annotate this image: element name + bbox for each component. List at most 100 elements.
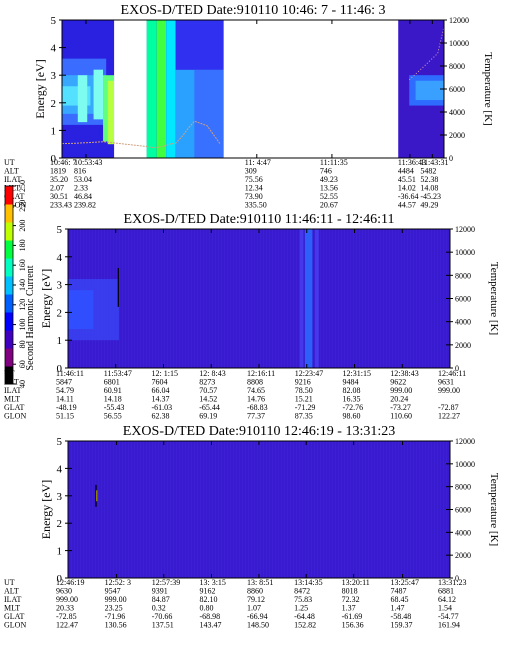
ephemeris-value: 13:31:23 bbox=[438, 578, 466, 587]
temperature-tick-label: 4000 bbox=[455, 528, 471, 537]
ephemeris-value: 13.56 bbox=[320, 184, 338, 193]
ephemeris-value: 9391 bbox=[152, 587, 168, 596]
colorbar-swatch bbox=[5, 186, 13, 205]
temperature-tick-label: 8000 bbox=[449, 62, 465, 71]
colorbar-tick-label: 180 bbox=[18, 239, 27, 251]
ephemeris-row-label: GLAT bbox=[4, 403, 25, 412]
ephemeris-value: 1.37 bbox=[342, 604, 356, 613]
colorbar-tick-label: 200 bbox=[18, 220, 27, 232]
energy-tick-label: 2 bbox=[57, 518, 63, 530]
temperature-tick-label: 0 bbox=[455, 574, 459, 583]
colorbar-label: Second Harmonic Current bbox=[25, 265, 36, 370]
ephemeris-value: 20.33 bbox=[56, 604, 74, 613]
ephemeris-value: 11:53:47 bbox=[104, 369, 132, 378]
ephemeris-value: -55.43 bbox=[104, 403, 125, 412]
ephemeris-row-label: GLAT bbox=[4, 612, 25, 621]
energy-axis-label: Energy [eV] bbox=[33, 59, 47, 118]
temperature-tick-label: 8000 bbox=[455, 271, 471, 280]
temperature-tick-label: 2000 bbox=[455, 551, 471, 560]
ephemeris-value: 49.23 bbox=[320, 175, 338, 184]
energy-tick-label: 3 bbox=[57, 280, 63, 292]
ephemeris-value: 64.12 bbox=[438, 595, 456, 604]
ephemeris-value: -72.85 bbox=[56, 612, 77, 621]
ephemeris-value: 1819 bbox=[50, 167, 66, 176]
ephemeris-value: 1.25 bbox=[294, 604, 308, 613]
ephemeris-value: 52.38 bbox=[420, 175, 438, 184]
ephemeris-row-label: ILAT bbox=[4, 595, 21, 604]
ephemeris-value: 75.56 bbox=[245, 175, 263, 184]
ephemeris-value: 10:46: 7 bbox=[50, 158, 76, 167]
colorbar-swatch bbox=[5, 258, 13, 277]
ephemeris-value: 62.38 bbox=[152, 412, 170, 421]
ephemeris-value: 143.47 bbox=[199, 621, 221, 630]
ephemeris-value: 12:23:47 bbox=[295, 369, 323, 378]
colorbar-swatch bbox=[5, 312, 13, 331]
ephemeris-value: 20.24 bbox=[390, 395, 408, 404]
temperature-tick-label: 2000 bbox=[455, 341, 471, 350]
ephemeris-value: 13:25:47 bbox=[391, 578, 419, 587]
ephemeris-value: 999.00 bbox=[105, 595, 127, 604]
ephemeris-value: 137.51 bbox=[152, 621, 174, 630]
ephemeris-value: 13: 8:51 bbox=[247, 578, 273, 587]
ephemeris-value: 5847 bbox=[56, 378, 72, 387]
ephemeris-value: 9216 bbox=[295, 378, 311, 387]
ephemeris-value: 70.57 bbox=[199, 386, 217, 395]
ephemeris-value: 66.04 bbox=[152, 386, 170, 395]
ephemeris-value: 2.07 bbox=[50, 184, 64, 193]
ephemeris-value: 12.34 bbox=[245, 184, 263, 193]
ephemeris-value: 9547 bbox=[105, 587, 121, 596]
ephemeris-value: 152.82 bbox=[294, 621, 316, 630]
data-gap bbox=[223, 20, 399, 158]
ephemeris-value: 110.60 bbox=[390, 412, 412, 421]
ephemeris-value: 6881 bbox=[438, 587, 454, 596]
ephemeris-value: 7604 bbox=[152, 378, 168, 387]
colorbar-tick-label: 80 bbox=[18, 340, 27, 348]
colorbar-swatch bbox=[5, 366, 13, 385]
temperature-trace bbox=[408, 26, 445, 81]
ephemeris-value: 12:38:43 bbox=[390, 369, 418, 378]
colorbar-tick-label: 100 bbox=[18, 319, 27, 331]
temperature-tick-label: 10000 bbox=[455, 460, 475, 469]
ephemeris-value: 72.32 bbox=[342, 595, 360, 604]
spectrogram-features bbox=[61, 20, 445, 158]
temperature-axis-label: Temperature [K] bbox=[482, 52, 494, 125]
colorbar-tick-label: 60 bbox=[18, 360, 27, 368]
colorbar: 40 60 80 100 120 140 160 180 200 220 250 Second Har… bbox=[4, 180, 36, 388]
colorbar-tick-label: 40 bbox=[18, 380, 27, 388]
ephemeris-value: 8273 bbox=[199, 378, 215, 387]
energy-tick-label: 1 bbox=[51, 125, 57, 137]
data-gap bbox=[114, 20, 147, 158]
ephemeris-value: 14.02 bbox=[398, 184, 416, 193]
temperature-trace bbox=[61, 120, 221, 149]
ephemeris-value: 12:31:15 bbox=[343, 369, 371, 378]
temperature-axis-label: Temperature [K] bbox=[488, 473, 500, 546]
ephemeris-value: 13:14:35 bbox=[294, 578, 322, 587]
colorbar-tick-label: 120 bbox=[18, 299, 27, 311]
ephemeris-value: 122.47 bbox=[56, 621, 78, 630]
panel-title: EXOS-D/TED Date:910110 12:46:19 - 13:31:… bbox=[123, 424, 395, 439]
colorbar-tick-label: 250 bbox=[18, 180, 27, 192]
ephemeris-value: 9631 bbox=[438, 378, 454, 387]
ephemeris-value: -72.76 bbox=[343, 403, 364, 412]
temperature-tick-label: 12000 bbox=[455, 437, 475, 446]
temperature-tick-label: 0 bbox=[455, 364, 459, 373]
ephemeris-value: -61.69 bbox=[342, 612, 363, 621]
ephemeris-value: 9630 bbox=[56, 587, 72, 596]
energy-tick-label: 0 bbox=[51, 153, 57, 165]
temperature-tick-label: 12000 bbox=[455, 225, 475, 234]
ephemeris-value: 130.56 bbox=[105, 621, 127, 630]
temperature-tick-label: 0 bbox=[449, 154, 453, 163]
ephemeris-value: 51.15 bbox=[56, 412, 74, 421]
ephemeris-table: UTALTILATMLTGLATGLON10:46: 7181935.202.0… bbox=[4, 158, 448, 210]
ephemeris-value: 84.87 bbox=[152, 595, 170, 604]
panel-3: EXOS-D/TED Date:910110 12:46:19 - 13:31:… bbox=[4, 424, 500, 630]
ephemeris-value: 7487 bbox=[391, 587, 407, 596]
spectrogram-background bbox=[68, 441, 450, 578]
ephemeris-value: 999.00 bbox=[438, 386, 460, 395]
ephemeris-value: -54.77 bbox=[438, 612, 459, 621]
ephemeris-value: 122.27 bbox=[438, 412, 460, 421]
ephemeris-value: -64.48 bbox=[294, 612, 315, 621]
ephemeris-value: 746 bbox=[320, 167, 332, 176]
ephemeris-value: 11:11:35 bbox=[320, 158, 348, 167]
